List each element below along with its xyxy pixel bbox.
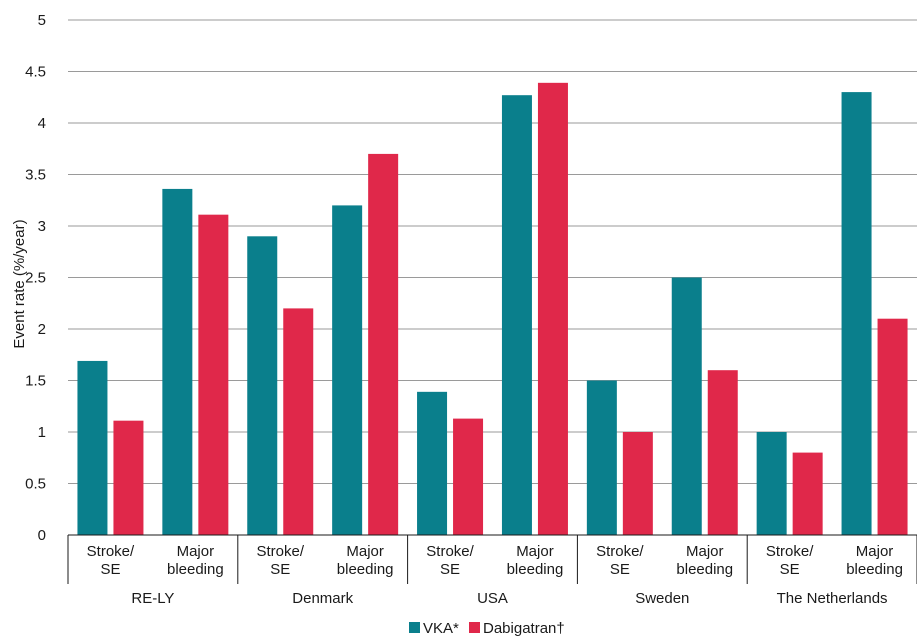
y-tick-label: 5	[38, 12, 46, 29]
bar-dabigatran	[792, 452, 823, 535]
bar-vka	[841, 92, 872, 535]
bar-vka	[417, 391, 448, 535]
x-category-label: SE	[100, 561, 120, 578]
legend-label-vka: VKA*	[423, 620, 459, 637]
legend-swatch-vka	[409, 622, 420, 633]
bar-dabigatran	[453, 418, 484, 535]
y-tick-label: 0.5	[25, 476, 46, 493]
bar-vka	[332, 205, 363, 535]
y-tick-label: 2	[38, 321, 46, 338]
bar-vka	[756, 432, 787, 535]
bar-dabigatran	[283, 308, 314, 535]
x-category-label: Stroke/	[426, 543, 474, 560]
y-tick-label: 3.5	[25, 167, 46, 184]
y-tick-label: 4	[38, 115, 46, 132]
x-group-label: RE-LY	[131, 590, 174, 607]
bar-dabigatran	[877, 318, 908, 535]
y-tick-label: 1	[38, 424, 46, 441]
x-group-label: Sweden	[635, 590, 689, 607]
x-category-label: bleeding	[337, 561, 394, 578]
x-group-label: The Netherlands	[777, 590, 888, 607]
bar-dabigatran	[707, 370, 738, 535]
x-category-label: bleeding	[507, 561, 564, 578]
x-category-label: Major	[856, 543, 894, 560]
x-category-label: Major	[516, 543, 554, 560]
y-tick-label: 0	[38, 527, 46, 544]
legend: VKA* Dabigatran†	[409, 620, 565, 637]
bar-dabigatran	[198, 214, 229, 536]
x-category-label: Major	[177, 543, 215, 560]
bar-vka	[586, 380, 617, 535]
y-axis-label: Event rate (%/year)	[11, 219, 28, 348]
y-tick-label: 1.5	[25, 373, 46, 390]
x-category-label: Major	[686, 543, 724, 560]
bar-vka	[162, 188, 193, 536]
x-category-label: Stroke/	[766, 543, 814, 560]
x-axis: Stroke/SEMajorbleedingRE-LYStroke/SEMajo…	[67, 534, 917, 607]
x-category-label: bleeding	[676, 561, 733, 578]
bar-dabigatran	[537, 82, 568, 535]
legend-swatch-dabigatran	[469, 622, 480, 633]
gridlines	[68, 19, 917, 536]
legend-label-dabigatran: Dabigatran†	[483, 620, 565, 637]
bar-vka	[671, 277, 702, 535]
bar-vka	[247, 236, 278, 536]
y-tick-label: 3	[38, 218, 46, 235]
bar-dabigatran	[368, 153, 399, 535]
y-tick-label: 2.5	[25, 270, 46, 287]
x-category-label: SE	[780, 561, 800, 578]
x-category-label: bleeding	[167, 561, 224, 578]
x-category-label: bleeding	[846, 561, 903, 578]
x-category-label: Major	[346, 543, 384, 560]
bar-vka	[77, 360, 108, 535]
bar-vka	[501, 95, 532, 535]
bar-dabigatran	[622, 432, 653, 535]
x-category-label: Stroke/	[596, 543, 644, 560]
x-category-label: SE	[270, 561, 290, 578]
bar-dabigatran	[113, 420, 144, 535]
y-tick-label: 4.5	[25, 64, 46, 81]
x-group-label: USA	[477, 590, 508, 607]
x-group-label: Denmark	[292, 590, 353, 607]
x-category-label: Stroke/	[87, 543, 135, 560]
bars	[77, 82, 908, 536]
x-category-label: SE	[440, 561, 460, 578]
x-category-label: SE	[610, 561, 630, 578]
y-axis: 0 0.5 1 1.5 2 2.5 3 3.5 4 4.5 5	[25, 12, 46, 544]
x-category-label: Stroke/	[256, 543, 304, 560]
